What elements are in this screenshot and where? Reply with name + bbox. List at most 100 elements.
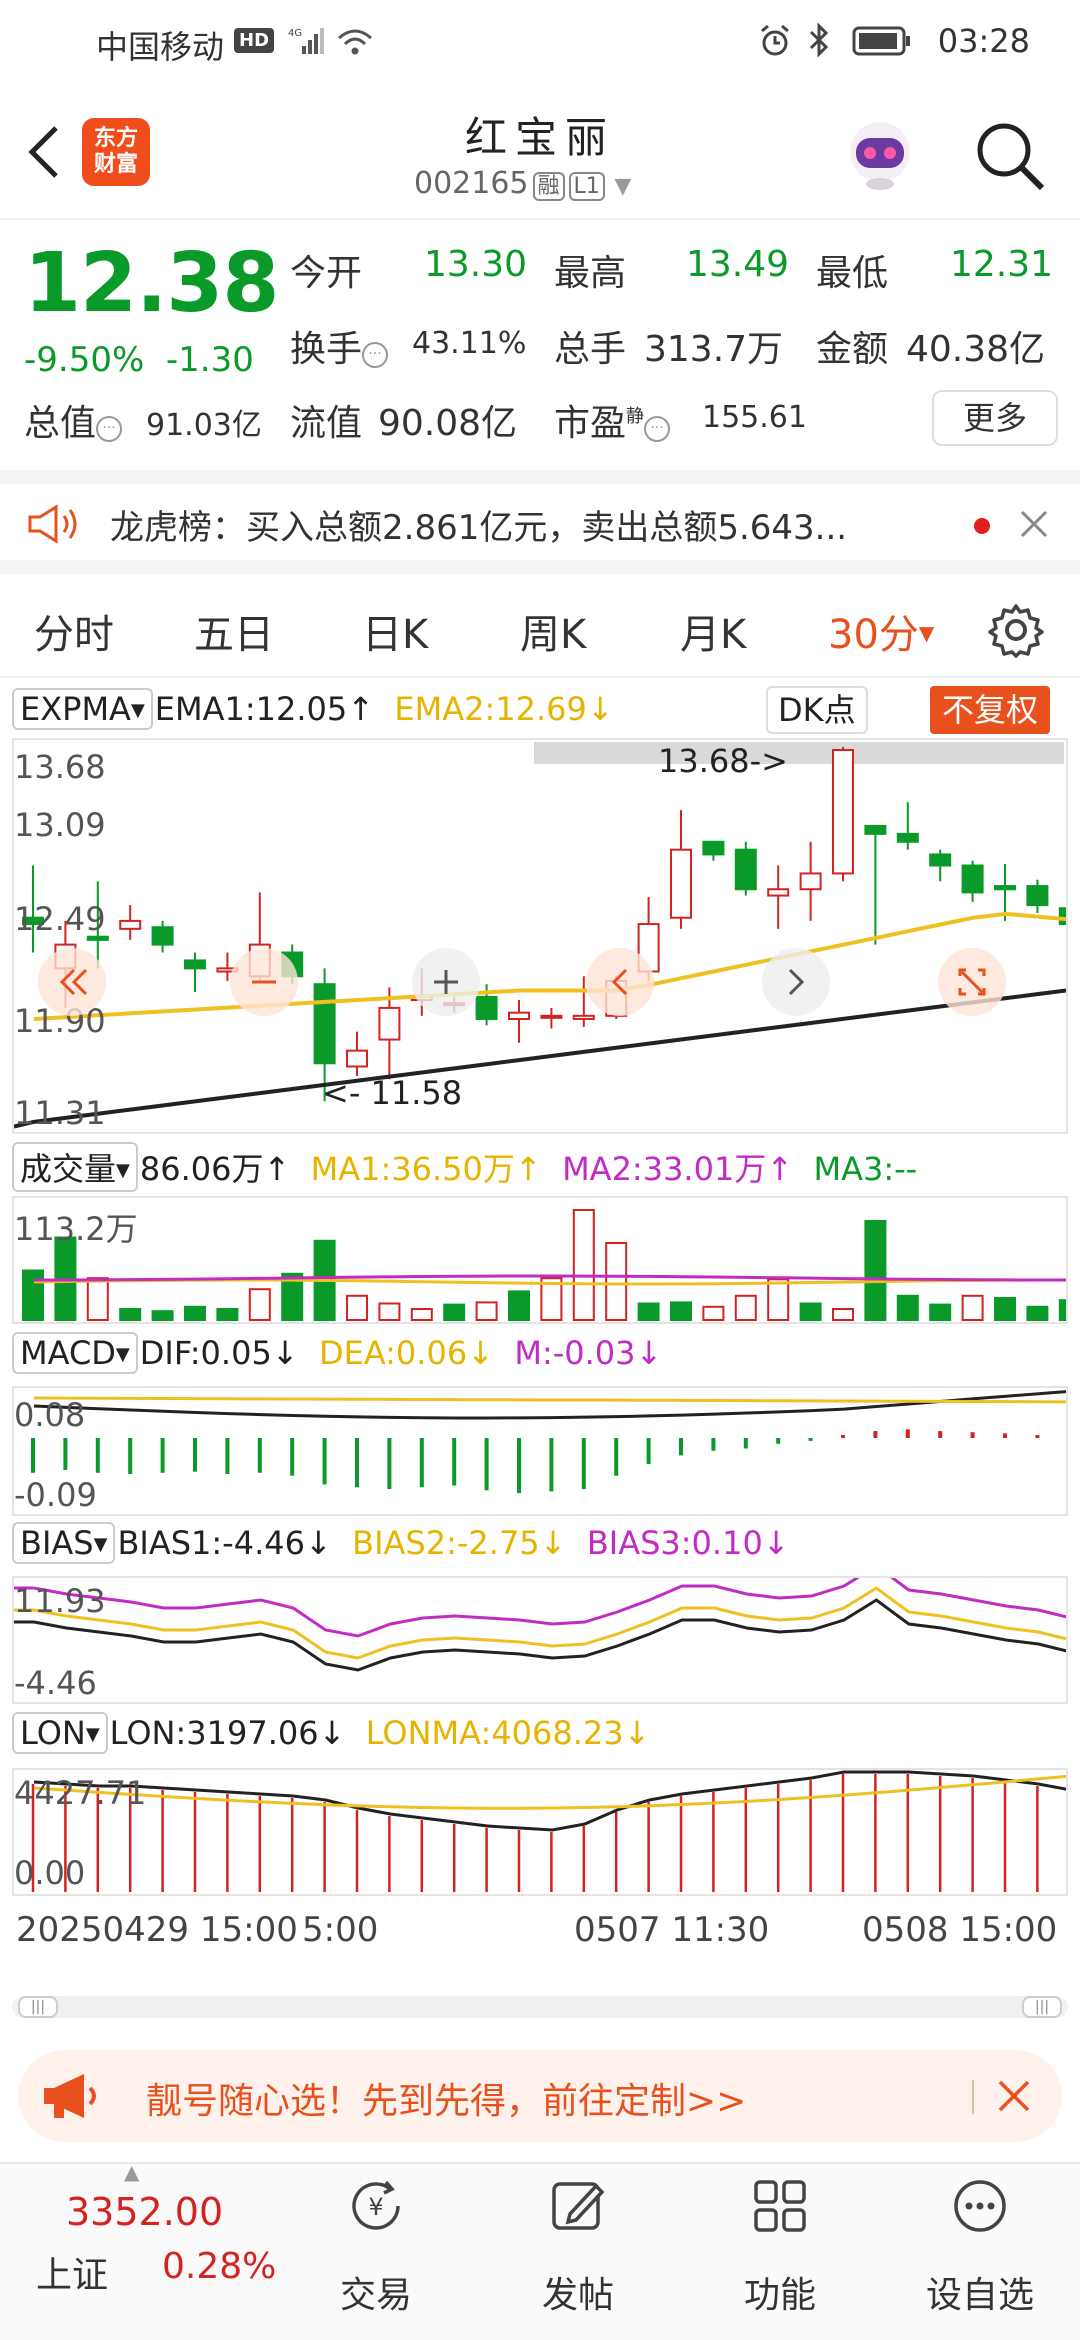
volume-bar	[443, 1303, 466, 1321]
back-arrow-icon[interactable]	[22, 122, 66, 182]
turnover-value: 43.11%	[412, 326, 527, 361]
last-price: 12.38	[24, 236, 279, 331]
volume-bar	[1026, 1305, 1049, 1322]
prev-icon[interactable]	[584, 946, 656, 1018]
adjust-button[interactable]: 不复权	[930, 686, 1051, 734]
lon-value: LON:3197.06↓	[109, 1714, 346, 1752]
nav-watchlist[interactable]: 设自选	[900, 2164, 1060, 2340]
vol-y-label: 113.2万	[14, 1210, 138, 1248]
app-logo[interactable]: 东方 财富	[82, 118, 150, 186]
volume-bar	[281, 1272, 304, 1322]
pe-label: 市盈静···	[554, 394, 671, 446]
assistant-robot-icon[interactable]	[840, 114, 920, 194]
float-value: 90.08亿	[378, 403, 518, 444]
macd-legend: MACD▼ DIF:0.05↓ DEA:0.06↓ M:-0.03↓	[12, 1332, 662, 1378]
float-value-label: 流值	[290, 403, 363, 444]
lonma-line	[33, 1774, 1066, 1810]
bias1-value: BIAS1:-4.46↓	[117, 1524, 332, 1562]
dragon-tiger-notice[interactable]: 龙虎榜：买入总额2.861亿元，卖出总额5.643...	[0, 470, 1080, 574]
info-icon: ···	[96, 416, 123, 442]
chart-scrollbar[interactable]: ||| |||	[12, 1996, 1068, 2018]
tab-five-day[interactable]: 五日	[194, 612, 274, 658]
stock-code-line[interactable]: 002165 融 L1 ▼	[414, 166, 631, 201]
candle-body	[896, 832, 919, 843]
volume-bar	[151, 1310, 174, 1321]
search-icon[interactable]	[972, 118, 1048, 194]
lon-chart[interactable]: 4427.71 0.00	[12, 1768, 1068, 1896]
hd-badge: HD	[234, 28, 275, 53]
volume-chart[interactable]: 113.2万	[12, 1196, 1068, 1324]
tab-weekly-k[interactable]: 周K	[520, 612, 587, 658]
signal-icon: 4G	[288, 28, 324, 54]
nav-watchlist-label: 设自选	[925, 2275, 1034, 2316]
caret-down-icon: ▼	[918, 621, 935, 645]
volume-bar	[864, 1220, 887, 1321]
promo-banner[interactable]: 靓号随心选！先到先得，前往定制>>	[18, 2050, 1062, 2142]
indicator-select-bias[interactable]: BIAS▼	[12, 1522, 116, 1564]
indicator-select-expma[interactable]: EXPMA▼	[12, 688, 153, 730]
total-value-label: 总值 ···	[24, 394, 123, 446]
bias-chart[interactable]: 11.93 -4.46	[12, 1576, 1068, 1704]
rewind-icon[interactable]	[36, 946, 108, 1018]
candle-body	[1058, 907, 1066, 926]
scroll-handle-right[interactable]: |||	[1022, 1996, 1062, 2018]
low-label: 最低	[816, 253, 889, 294]
volume-bar	[994, 1297, 1016, 1321]
megaphone-icon	[44, 2074, 96, 2118]
tab-daily-k[interactable]: 日K	[362, 612, 429, 658]
candle-body	[540, 1014, 563, 1019]
tab-monthly-k[interactable]: 月K	[680, 612, 747, 658]
vol-ma1: MA1:36.50万↑	[310, 1150, 542, 1188]
m-value: M:-0.03↓	[514, 1334, 663, 1372]
open-value: 13.30	[424, 244, 528, 285]
macd-svg	[31, 1390, 1066, 1494]
gear-icon[interactable]	[988, 602, 1044, 658]
more-dots-icon	[954, 2180, 1006, 2232]
macd-chart[interactable]: 0.08 -0.09	[12, 1386, 1068, 1516]
zoom-in-icon[interactable]	[410, 946, 482, 1018]
indicator-select-volume[interactable]: 成交量▼	[12, 1142, 138, 1192]
dk-point-button[interactable]: DK点	[766, 686, 868, 734]
volume-value: 313.7万	[644, 329, 784, 370]
candlestick-chart[interactable]: 13.68 13.09 12.49 11.90 11.31 13.68-> <-…	[12, 738, 1068, 1134]
volume-bar	[572, 1209, 595, 1321]
nav-function[interactable]: 功能	[700, 2164, 860, 2340]
volume-bar	[410, 1308, 433, 1321]
volume-bar	[22, 1269, 44, 1321]
bluetooth-icon	[809, 22, 829, 58]
lon-y-top: 4427.71	[14, 1774, 147, 1812]
candle-body	[86, 935, 109, 941]
amount-value: 40.38亿	[906, 329, 1046, 370]
close-icon[interactable]	[994, 2076, 1034, 2116]
stock-name: 红宝丽	[464, 113, 615, 162]
tab-intraday[interactable]: 分时	[34, 612, 114, 658]
indicator-select-macd[interactable]: MACD▼	[12, 1332, 138, 1374]
trade-icon: ¥	[352, 2180, 400, 2230]
candle-body	[378, 1006, 401, 1041]
volume-bar	[896, 1294, 919, 1322]
candle-body	[994, 885, 1016, 891]
more-button[interactable]: 更多	[932, 390, 1058, 446]
volume-svg	[22, 1209, 1066, 1322]
tab-30min[interactable]: 30分▼	[828, 612, 935, 658]
fullscreen-icon[interactable]	[936, 946, 1008, 1018]
clock-time: 03:28	[937, 22, 1030, 60]
lon-svg	[31, 1770, 1066, 1892]
macd-y-top: 0.08	[14, 1396, 86, 1434]
nav-post[interactable]: 发帖	[498, 2164, 658, 2340]
index-quote[interactable]: ▲ 3352.00 上证 0.28%	[0, 2160, 276, 2340]
price-change: -9.50% -1.30	[24, 340, 254, 380]
volume-bar	[540, 1277, 563, 1321]
divider	[972, 2080, 974, 2114]
scroll-handle-left[interactable]: |||	[18, 1996, 58, 2018]
indicator-select-lon[interactable]: LON▼	[12, 1712, 108, 1754]
logo-line2: 财富	[93, 152, 138, 177]
next-icon[interactable]	[760, 946, 832, 1018]
wifi-icon	[338, 29, 372, 55]
promo-text: 靓号随心选！先到先得，前往定制>>	[146, 2081, 747, 2122]
zoom-out-icon[interactable]	[228, 946, 300, 1018]
alarm-icon	[761, 24, 789, 56]
ema1-value: EMA1:12.05↑	[154, 690, 375, 728]
close-icon[interactable]	[1018, 508, 1050, 540]
nav-trade[interactable]: ¥ 交易	[296, 2164, 456, 2340]
